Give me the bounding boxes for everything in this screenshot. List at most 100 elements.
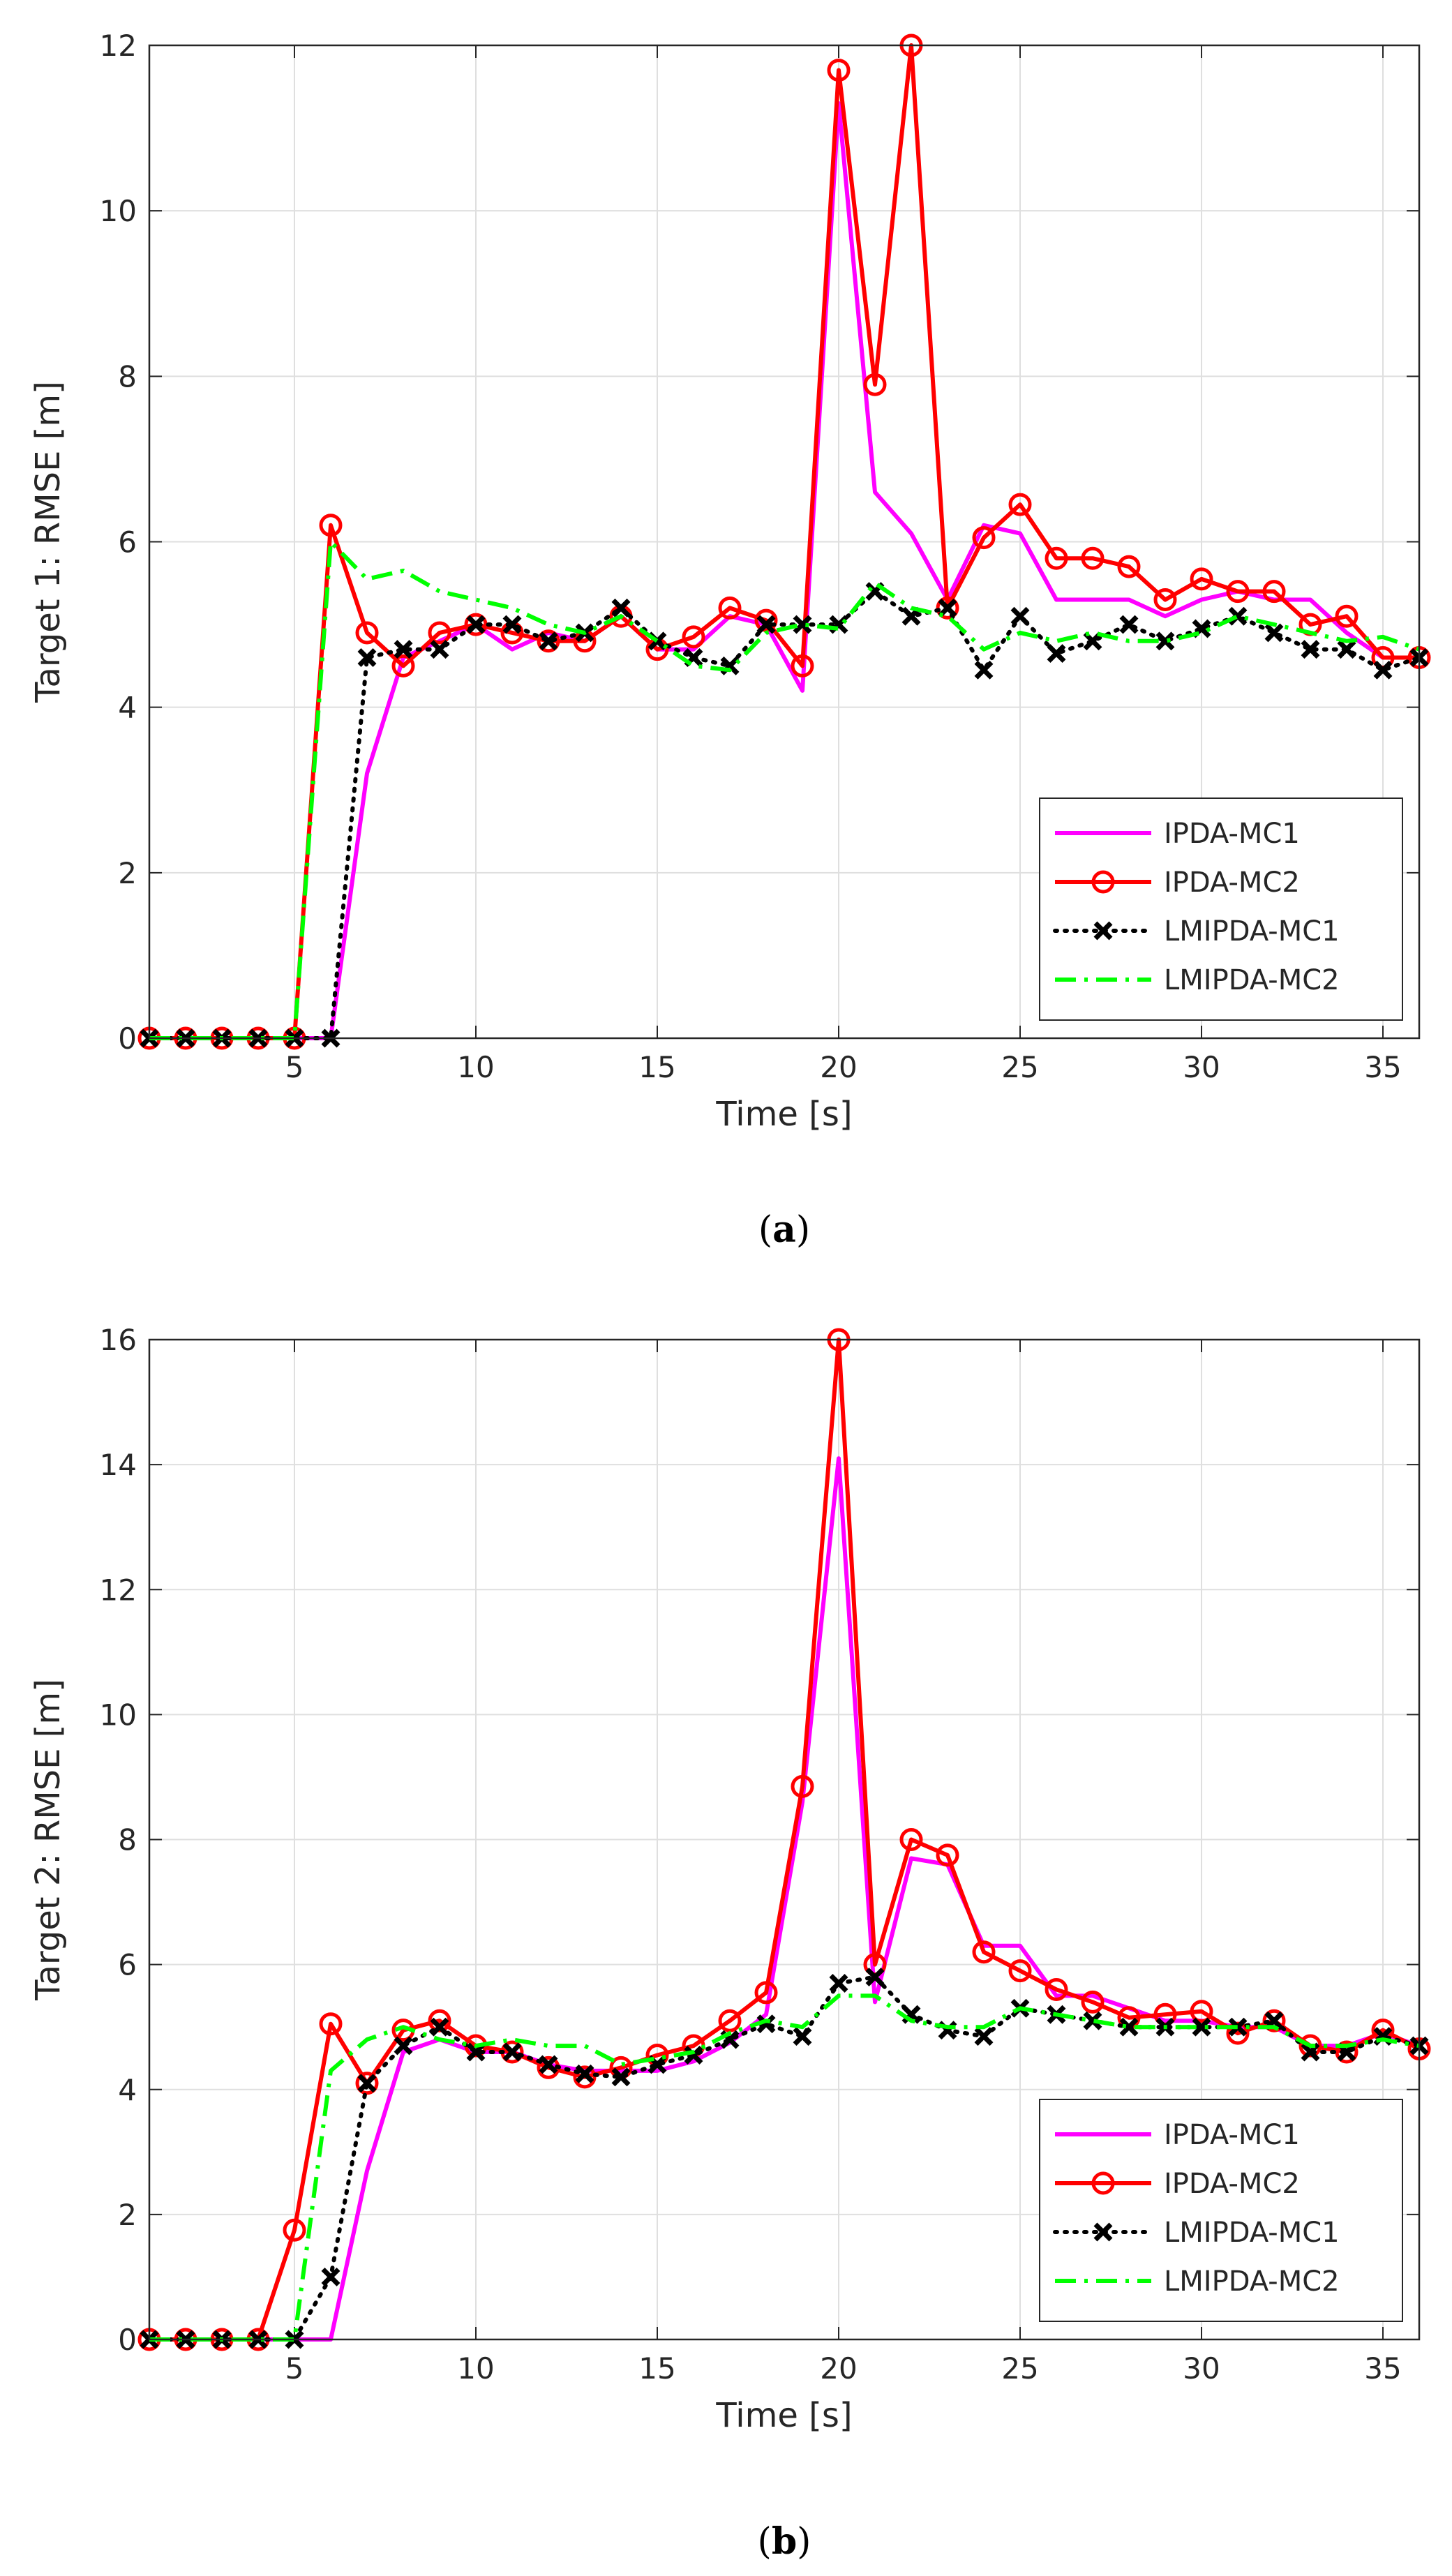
legend-label: LMIPDA-MC2 xyxy=(1164,964,1340,996)
data-point xyxy=(1301,640,1320,659)
data-point xyxy=(283,2218,306,2242)
data-point xyxy=(1119,615,1139,634)
data-point xyxy=(936,596,959,620)
legend-label: IPDA-MC2 xyxy=(1164,867,1300,899)
data-point xyxy=(972,526,996,550)
data-point xyxy=(1335,604,1359,628)
data-point xyxy=(829,1974,848,1993)
y-tick-label: 10 xyxy=(100,194,137,228)
data-point xyxy=(1301,2042,1320,2062)
data-point xyxy=(1298,2034,1322,2058)
data-point xyxy=(899,1828,923,1851)
data-point xyxy=(502,2042,522,2062)
legend-marker xyxy=(1093,921,1113,941)
data-point xyxy=(1155,631,1175,651)
data-point xyxy=(537,629,560,653)
y-tick-label: 2 xyxy=(118,2198,137,2232)
axes-box xyxy=(148,1338,1421,2341)
data-point xyxy=(428,2009,451,2032)
data-point xyxy=(611,2067,631,2087)
data-point xyxy=(319,2012,343,2036)
data-point xyxy=(466,615,486,634)
x-tick-label: 25 xyxy=(1001,1050,1038,1084)
data-point xyxy=(394,2036,413,2055)
y-tick-label: 8 xyxy=(118,359,137,394)
data-point xyxy=(1226,580,1250,604)
y-tick-label: 14 xyxy=(100,1448,137,1482)
data-point xyxy=(827,59,851,82)
x-tick-label: 15 xyxy=(638,1050,675,1084)
data-point xyxy=(1010,606,1030,626)
data-point xyxy=(1045,1977,1068,2001)
y-tick-label: 0 xyxy=(118,1021,137,1056)
data-point xyxy=(972,1940,996,1964)
legend-label: LMIPDA-MC1 xyxy=(1164,915,1340,948)
x-tick-label: 5 xyxy=(285,2351,304,2386)
data-point xyxy=(357,648,377,667)
y-tick-label: 10 xyxy=(100,1698,137,1732)
figure-caption: (b) xyxy=(758,2520,811,2563)
y-tick-label: 12 xyxy=(100,1573,137,1607)
data-point xyxy=(1081,546,1105,570)
series-line-ipda-mc1 xyxy=(149,101,1419,1040)
data-point xyxy=(718,2009,742,2032)
data-point xyxy=(718,596,742,620)
data-point xyxy=(1262,580,1286,604)
data-point xyxy=(1228,2017,1248,2037)
legend-marker xyxy=(1091,870,1115,894)
data-point xyxy=(1226,2021,1250,2045)
series-line-lmipda-mc1 xyxy=(147,589,1421,1040)
data-point xyxy=(428,621,451,645)
x-tick-label: 10 xyxy=(457,1050,494,1084)
x-axis-label: Time [s] xyxy=(715,1095,852,1134)
legend-label: IPDA-MC1 xyxy=(1164,2119,1300,2151)
data-point xyxy=(1008,1959,1032,1983)
data-point xyxy=(355,621,379,645)
data-point xyxy=(1337,640,1356,659)
data-point xyxy=(865,1968,885,1987)
data-point xyxy=(754,608,778,632)
data-point xyxy=(756,2014,776,2034)
data-point xyxy=(1190,2000,1213,2023)
data-point xyxy=(1373,660,1393,680)
y-tick-label: 16 xyxy=(100,1323,137,1357)
data-point xyxy=(1117,555,1141,578)
legend-label: LMIPDA-MC1 xyxy=(1164,2217,1340,2249)
data-point xyxy=(974,660,994,680)
y-tick-label: 2 xyxy=(118,856,137,890)
data-point xyxy=(1153,588,1177,612)
y-tick-label: 12 xyxy=(100,29,137,63)
data-point xyxy=(319,514,343,537)
data-point xyxy=(321,2267,340,2286)
data-point xyxy=(1335,2040,1359,2064)
data-point xyxy=(464,613,488,636)
series-line-ipda-mc2 xyxy=(149,43,1419,1040)
data-point xyxy=(391,654,415,677)
data-point xyxy=(357,2074,377,2093)
data-point xyxy=(575,2064,594,2083)
data-point xyxy=(611,598,631,617)
legend-marker xyxy=(1093,2222,1113,2242)
figure-caption: (a) xyxy=(758,1208,810,1251)
axes-box xyxy=(148,44,1421,1040)
data-point xyxy=(793,615,812,634)
series-line-ipda-mc2 xyxy=(149,1338,1421,2342)
x-tick-label: 5 xyxy=(285,1050,304,1084)
data-point xyxy=(1047,644,1066,664)
y-axis-label: Target 2: RMSE [m] xyxy=(29,1679,68,2001)
data-point xyxy=(791,654,814,677)
data-point xyxy=(793,2027,812,2046)
data-point xyxy=(791,1774,814,1798)
y-tick-label: 4 xyxy=(118,2073,137,2107)
data-point xyxy=(756,615,776,634)
legend-label: LMIPDA-MC2 xyxy=(1164,2266,1340,2298)
x-tick-label: 35 xyxy=(1364,1050,1401,1084)
data-point xyxy=(1119,2017,1139,2037)
y-tick-label: 4 xyxy=(118,691,137,725)
legend-label: IPDA-MC1 xyxy=(1164,818,1300,850)
data-point xyxy=(1008,493,1032,516)
y-tick-label: 6 xyxy=(118,525,137,560)
x-tick-label: 20 xyxy=(820,2351,857,2386)
chart-b: 5 10 15 20 25 30 35 0 2 4 6 8 10 12 14 16 Time [s] Target… xyxy=(29,1323,1431,2563)
data-point xyxy=(684,2046,703,2065)
